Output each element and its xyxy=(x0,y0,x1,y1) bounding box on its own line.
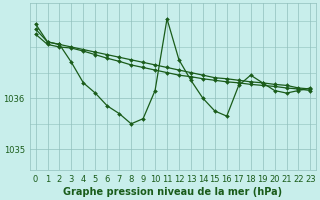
X-axis label: Graphe pression niveau de la mer (hPa): Graphe pression niveau de la mer (hPa) xyxy=(63,187,283,197)
